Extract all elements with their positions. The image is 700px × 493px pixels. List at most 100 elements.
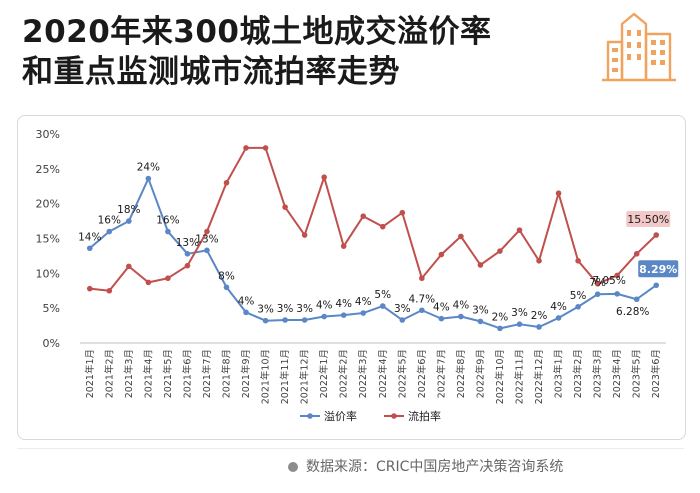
legend-label: 溢价率 <box>324 409 357 423</box>
x-tick-label: 2022年1月 <box>318 349 330 398</box>
y-tick-label: 10% <box>36 267 60 280</box>
premium-data-label: 13% <box>195 233 218 245</box>
flow-rate-point <box>633 251 640 257</box>
flow-rate-point <box>614 272 620 279</box>
premium-rate-point <box>458 313 464 320</box>
premium-data-label: 8% <box>218 270 235 282</box>
x-tick-label: 2022年11月 <box>514 349 526 404</box>
premium-rate-point <box>184 251 191 257</box>
x-tick-label: 2022年10月 <box>494 349 506 404</box>
premium-rate-point <box>340 312 347 318</box>
x-tick-label: 2021年6月 <box>181 349 193 398</box>
premium-rate-point <box>399 317 406 323</box>
flow-rate-point <box>165 275 171 282</box>
x-tick-label: 2021年5月 <box>162 349 174 398</box>
flow-rate-point <box>106 287 113 294</box>
chart-title: 2020年来300城土地成交溢价率 和重点监测城市流拍率走势 <box>22 12 582 92</box>
flow-rate-point <box>340 243 347 249</box>
premium-rate-point <box>282 317 288 323</box>
x-tick-label: 2022年12月 <box>533 349 545 404</box>
x-tick-label: 2023年4月 <box>611 349 623 398</box>
premium-rate-point <box>653 282 660 289</box>
flow-rate-point <box>516 227 523 233</box>
premium-data-label: 5% <box>374 289 391 301</box>
premium-data-label: 3% <box>394 303 411 315</box>
premium-rate-point <box>516 321 523 327</box>
premium-rate-point <box>379 303 386 309</box>
x-tick-label: 2023年5月 <box>631 349 643 398</box>
premium-data-label: 4% <box>335 298 352 310</box>
x-tick-label: 2021年1月 <box>84 349 96 398</box>
legend-marker <box>307 413 313 419</box>
premium-data-label: 4% <box>453 300 470 312</box>
premium-data-label: 8.29% <box>639 263 677 276</box>
premium-data-label: 4% <box>550 301 567 313</box>
premium-data-label: 6.28% <box>616 306 649 318</box>
legend-label: 流拍率 <box>408 409 441 423</box>
x-tick-label: 2023年2月 <box>572 349 584 398</box>
premium-data-label: 4.7% <box>408 293 435 305</box>
premium-data-label: 14% <box>78 231 101 243</box>
premium-data-label: 4% <box>238 295 255 307</box>
premium-data-label: 16% <box>98 215 121 227</box>
flow-rate-point <box>184 262 191 269</box>
flow-rate-point <box>497 248 503 254</box>
source-text: 数据来源：CRIC中国房地产决策咨询系统 <box>306 459 564 475</box>
source-note: 数据来源：CRIC中国房地产决策咨询系统 <box>288 456 563 476</box>
x-tick-label: 2023年3月 <box>592 349 604 398</box>
flow-rate-point <box>419 275 425 282</box>
premium-rate-point <box>614 291 620 297</box>
flow-rate-point <box>321 174 327 180</box>
chart-panel: 0% 5% 10% 15% 20% 25% 30% 2021年1月 2021年2月 2021年3月… <box>17 115 686 440</box>
flow-data-label: 15.50% <box>627 213 669 226</box>
premium-data-label: 4% <box>433 302 450 314</box>
flow-rate-point <box>262 145 269 151</box>
premium-rate-point <box>165 228 171 235</box>
flow-rate-point <box>438 251 445 258</box>
title-line-2: 和重点监测城市流拍率走势 <box>22 54 400 90</box>
y-tick-label: 15% <box>36 233 60 246</box>
y-tick-label: 0% <box>43 337 60 350</box>
premium-rate-point <box>145 175 152 182</box>
premium-data-label: 4% <box>355 296 372 308</box>
x-tick-label: 2022年8月 <box>455 349 467 398</box>
flow-rate-point <box>360 213 367 220</box>
x-tick-label: 2021年7月 <box>201 349 213 398</box>
x-tick-label: 2022年5月 <box>396 349 408 398</box>
premium-rate-point <box>126 218 132 224</box>
flow-rate-point <box>536 257 542 264</box>
x-tick-label: 2021年4月 <box>142 349 154 398</box>
premium-data-label: 2% <box>492 311 509 323</box>
flow-rate-point <box>379 223 386 230</box>
premium-data-label: 13% <box>176 237 199 249</box>
x-tick-label: 2022年3月 <box>357 349 369 398</box>
flow-rate-point <box>477 262 484 268</box>
x-tick-label: 2021年8月 <box>221 349 233 398</box>
premium-data-label: 4% <box>316 300 333 312</box>
premium-rate-point <box>419 307 425 314</box>
x-tick-label: 2021年12月 <box>299 349 311 404</box>
flow-rate-point <box>223 179 230 186</box>
premium-rate-point <box>438 315 445 322</box>
premium-rate-point <box>223 284 230 291</box>
premium-rate-point <box>633 296 640 303</box>
premium-data-label: 3% <box>511 307 528 319</box>
flow-rate-point <box>86 285 93 292</box>
premium-data-label: 24% <box>137 162 160 174</box>
x-tick-label: 2023年6月 <box>650 349 662 398</box>
flow-rate-point <box>301 232 308 238</box>
x-tick-label: 2023年1月 <box>553 349 565 398</box>
premium-rate-point <box>243 309 249 316</box>
x-tick-label: 2022年7月 <box>435 349 447 398</box>
flow-rate-point <box>555 190 562 197</box>
premium-data-label: 16% <box>156 215 179 227</box>
premium-data-label: 3% <box>277 303 294 315</box>
x-tick-label: 2021年9月 <box>240 349 252 398</box>
premium-rate-point <box>594 291 601 298</box>
premium-data-label: 3% <box>472 304 489 316</box>
flow-rate-point <box>243 145 249 151</box>
x-tick-label: 2021年11月 <box>279 349 291 404</box>
flow-rate-point <box>458 233 464 240</box>
premium-rate-point <box>106 228 113 235</box>
flow-rate-point <box>145 279 152 286</box>
